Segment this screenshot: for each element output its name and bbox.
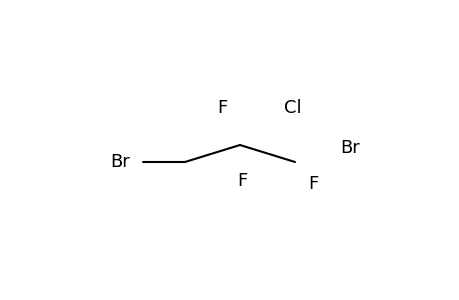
- Text: Br: Br: [110, 153, 130, 171]
- Text: Br: Br: [339, 139, 359, 157]
- Text: F: F: [308, 175, 318, 193]
- Text: F: F: [236, 172, 246, 190]
- Text: Cl: Cl: [284, 99, 301, 117]
- Text: F: F: [217, 99, 228, 117]
